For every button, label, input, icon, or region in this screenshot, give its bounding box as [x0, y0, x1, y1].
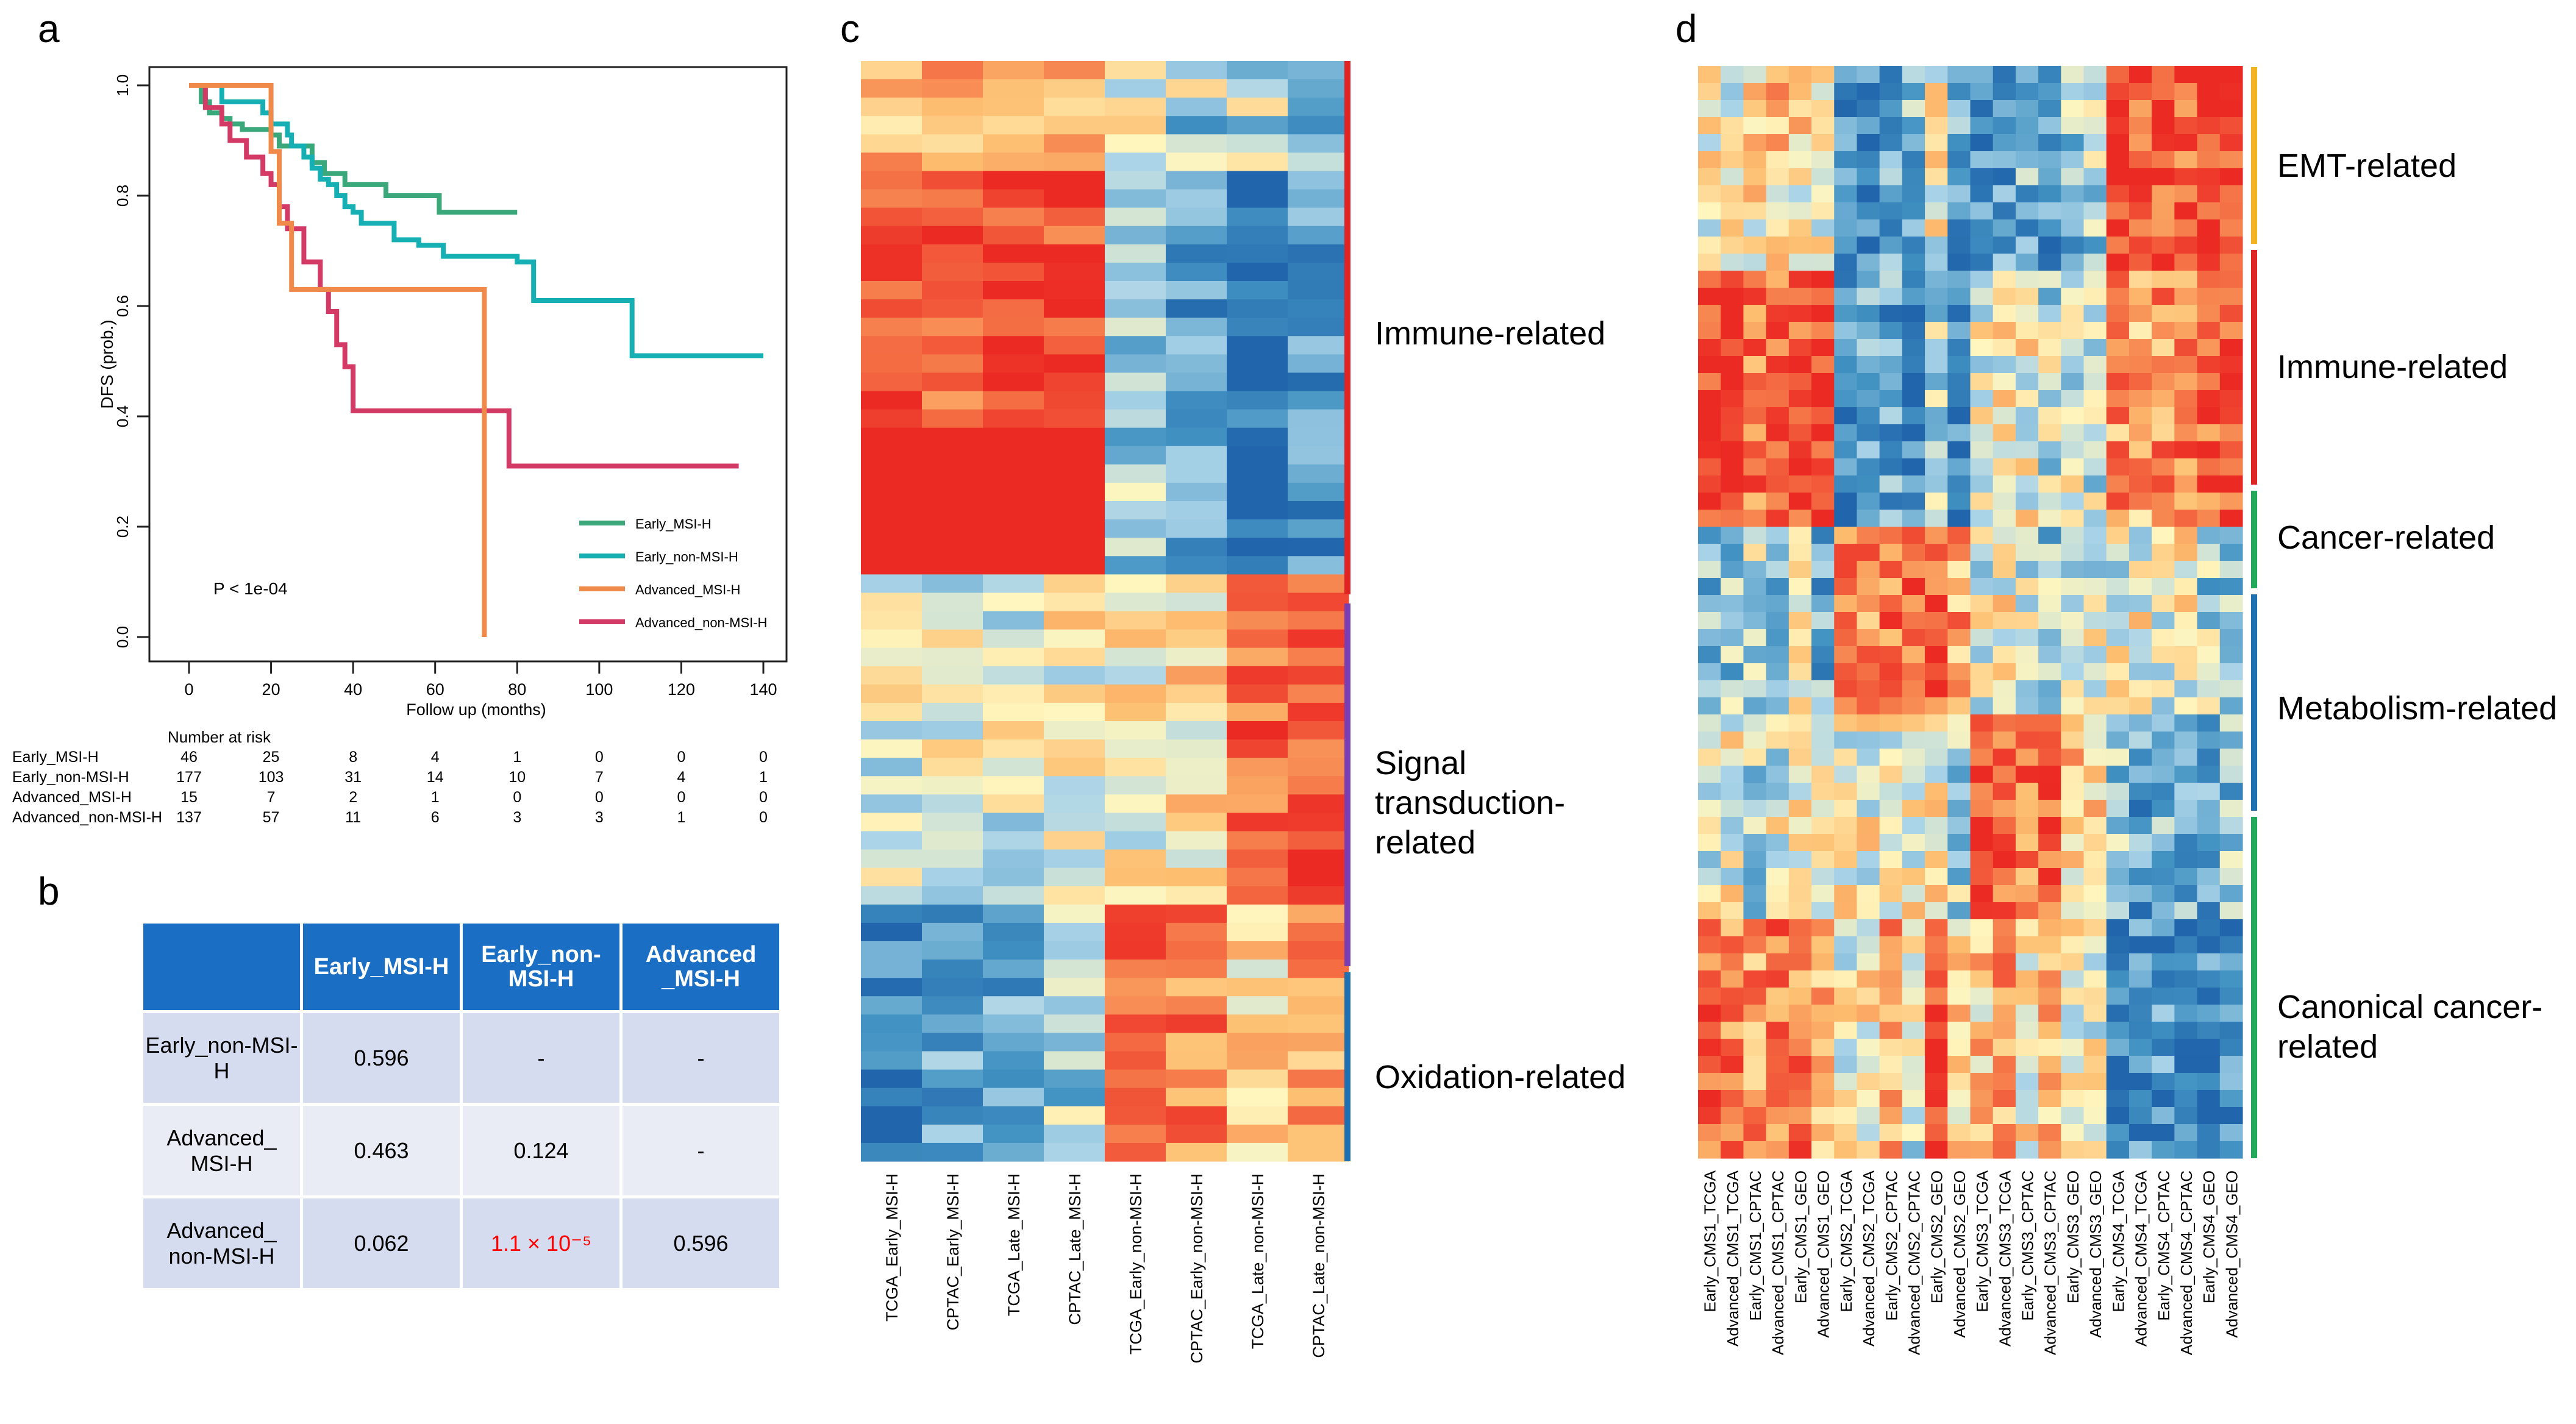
table-header-advanced-msi: Advanced _MSI-H [623, 924, 779, 1010]
risk-value: 8 [349, 749, 357, 766]
table-row: Advanced_ non-MSI-H 0.062 1.1 × 10⁻⁵ 0.5… [143, 1198, 779, 1288]
table-cell: 0.463 [303, 1106, 460, 1195]
risk-table-title: Number at risk [168, 728, 271, 746]
risk-value: 2 [349, 789, 357, 806]
p-value-label: P < 1e-04 [213, 579, 288, 598]
risk-value: 14 [427, 769, 444, 786]
risk-value: 11 [345, 809, 361, 826]
y-axis-label: DFS (prob.) [98, 319, 116, 408]
y-tick-label: 1.0 [113, 74, 132, 96]
risk-value: 0 [759, 809, 768, 826]
risk-value: 103 [259, 769, 284, 786]
risk-value: 3 [595, 809, 604, 826]
table-row: Advanced_ MSI-H 0.463 0.124 - [143, 1106, 779, 1195]
table-cell: 0.596 [623, 1198, 779, 1288]
risk-value: 25 [263, 749, 280, 766]
risk-value: 0 [759, 789, 768, 806]
risk-value: 1 [431, 789, 440, 806]
risk-value: 7 [267, 789, 276, 806]
legend-label: Early_non-MSI-H [635, 549, 738, 564]
risk-value: 1 [513, 749, 521, 766]
risk-value: 0 [677, 789, 685, 806]
risk-value: 3 [513, 809, 521, 826]
x-axis-label: Follow up (months) [406, 700, 546, 719]
x-tick-label: 120 [668, 680, 695, 699]
x-tick-label: 40 [344, 680, 362, 699]
risk-value: 15 [180, 789, 198, 806]
risk-row-label: Early_non-MSI-H [12, 769, 129, 786]
x-tick-label: 140 [749, 680, 777, 699]
risk-value: 57 [263, 809, 280, 826]
y-tick-label: 0.8 [113, 185, 132, 207]
risk-value: 0 [759, 749, 768, 766]
risk-value: 0 [595, 789, 604, 806]
x-tick-label: 80 [508, 680, 526, 699]
panel-letter-c: c [840, 7, 860, 51]
risk-value: 4 [431, 749, 440, 766]
table-header-early-msi: Early_MSI-H [303, 924, 460, 1010]
table-row: Early_non-MSI-H 0.596 - - [143, 1013, 779, 1103]
table-cell: 0.062 [303, 1198, 460, 1288]
table-cell: 0.596 [303, 1013, 460, 1103]
risk-value: 31 [344, 769, 362, 786]
risk-value: 1 [759, 769, 768, 786]
risk-value: 177 [176, 769, 202, 786]
risk-value: 0 [677, 749, 685, 766]
risk-value: 46 [180, 749, 198, 766]
risk-row-label: Advanced_MSI-H [12, 789, 132, 806]
risk-value: 0 [595, 749, 604, 766]
risk-value: 4 [677, 769, 685, 786]
km-curve-adv_msi [189, 83, 487, 637]
row-label: Early_non-MSI-H [143, 1013, 300, 1103]
km-curve-early_msi [189, 83, 518, 215]
legend-label: Early_MSI-H [635, 516, 712, 532]
km-curve-adv_non [189, 83, 739, 469]
risk-value: 0 [513, 789, 521, 806]
panel-letter-d: d [1675, 7, 1697, 51]
table-header-corner [143, 924, 300, 1010]
legend-label: Advanced_MSI-H [635, 582, 740, 597]
y-tick-label: 0.6 [113, 295, 132, 317]
risk-value: 10 [508, 769, 526, 786]
risk-value: 7 [595, 769, 604, 786]
risk-value: 6 [431, 809, 440, 826]
pvalue-table: Early_MSI-H Early_non-MSI-H Advanced _MS… [140, 920, 782, 1291]
km-curve-early_non [189, 83, 763, 358]
table-cell: - [623, 1106, 779, 1195]
x-tick-label: 60 [426, 680, 444, 699]
panel-letter-a: a [38, 7, 60, 51]
y-tick-label: 0.4 [113, 405, 132, 427]
panel-letter-b: b [38, 869, 60, 913]
x-tick-label: 100 [585, 680, 613, 699]
row-label: Advanced_ MSI-H [143, 1106, 300, 1195]
risk-row-label: Early_MSI-H [12, 749, 99, 766]
row-label: Advanced_ non-MSI-H [143, 1198, 300, 1288]
table-cell: - [623, 1013, 779, 1103]
table-cell-significant: 1.1 × 10⁻⁵ [463, 1198, 619, 1288]
table-cell: - [463, 1013, 619, 1103]
y-tick-label: 0.2 [113, 516, 132, 538]
risk-value: 137 [176, 809, 202, 826]
table-header-early-non-msi: Early_non-MSI-H [463, 924, 619, 1010]
risk-value: 1 [677, 809, 685, 826]
y-tick-label: 0.0 [113, 626, 132, 648]
plot-frame [148, 66, 788, 663]
table-cell: 0.124 [463, 1106, 619, 1195]
legend-label: Advanced_non-MSI-H [635, 615, 767, 630]
risk-row-label: Advanced_non-MSI-H [12, 809, 162, 826]
x-tick-label: 20 [262, 680, 280, 699]
x-tick-label: 0 [184, 680, 193, 699]
